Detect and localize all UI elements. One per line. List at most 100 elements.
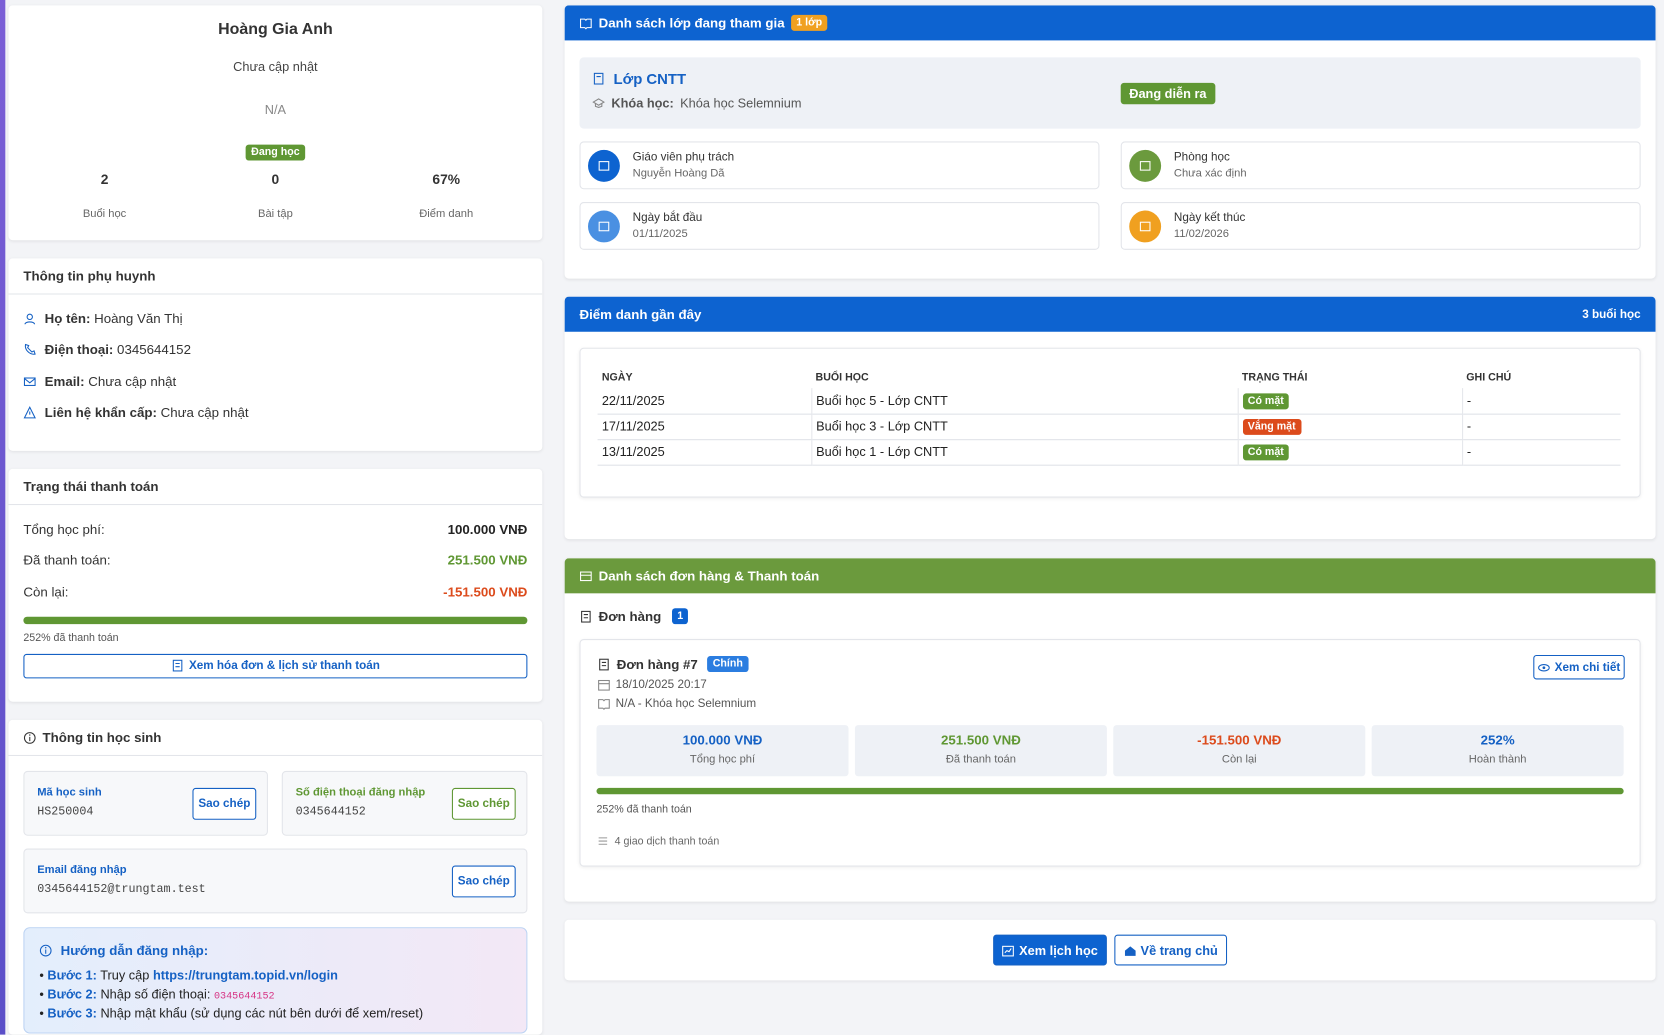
- payment-rows: Tổng học phí: 100.000 VNĐ Đã thanh toán: 25…: [9, 505, 543, 608]
- guide-step: • Bước 3: Nhập mật khẩu (sử dụng các nút…: [39, 1005, 424, 1021]
- field-value: 0345644152: [295, 805, 366, 819]
- attendance-table: NGÀY BUỔI HỌC TRẠNG THÁI GHI CHÚ 22/11/2025…: [597, 372, 1621, 466]
- row-value: -151.500 VNĐ: [443, 584, 528, 600]
- info-box: Giáo viên phụ trách Nguyễn Hoàng Dã: [579, 141, 1100, 190]
- stat: 2 Buổi học: [19, 171, 190, 220]
- card-title: Điểm danh gần đây: [579, 306, 702, 322]
- class-box: Lớp CNTT Khóa học: Khóa học Selemnium Đan…: [579, 57, 1641, 129]
- order-stats: 100.000 VNĐ Tổng học phí 251.500 VNĐ Đã tha…: [596, 725, 1624, 777]
- note: Chưa cập nhật: [233, 59, 318, 75]
- guide-steps: • Bước 1: Truy cập https://trungtam.topi…: [39, 967, 511, 1024]
- invoice-button[interactable]: Xem hóa đơn & lịch sử thanh toán: [23, 653, 528, 678]
- icon: [1124, 945, 1136, 956]
- table-box: NGÀY BUỔI HỌC TRẠNG THÁI GHI CHÚ 22/11/2025…: [579, 347, 1641, 498]
- table-cell: -: [1461, 413, 1621, 440]
- column-header: BUỔI HỌC: [815, 372, 869, 384]
- item-label: Họ tên:: [44, 311, 91, 327]
- cell-text: -: [1466, 393, 1472, 409]
- student-card: Thông tin học sinh Mã học sinh HS250004 Sa…: [8, 719, 543, 1035]
- table-row: 13/11/2025 Buổi học 1 - Lớp CNTT Có mặt -: [597, 439, 1621, 466]
- table-cell: Có mặt: [1237, 439, 1463, 466]
- info-value: Chưa xác định: [1173, 166, 1247, 180]
- order-date: 18/10/2025 20:17: [615, 678, 707, 692]
- card-header: Điểm danh gần đây 3 buổi học: [564, 296, 1656, 332]
- icon-circle: [1129, 149, 1162, 182]
- info-label: Ngày kết thúc: [1173, 211, 1246, 225]
- copy-button[interactable]: Sao chép: [451, 865, 516, 898]
- copy-button[interactable]: Sao chép: [451, 787, 516, 820]
- card-header: Trạng thái thanh toán: [8, 469, 543, 506]
- cell-text: Buổi học 1 - Lớp CNTT: [816, 444, 948, 460]
- field-box: Mã học sinh HS250004 Sao chép: [23, 770, 268, 836]
- item-value: Hoàng Văn Thị: [94, 311, 183, 327]
- item-label: Email:: [44, 374, 85, 389]
- payment-card: Trạng thái thanh toán Tổng học phí: 100.0…: [8, 468, 543, 702]
- button-label: Xem hóa đơn & lịch sử thanh toán: [188, 659, 380, 673]
- row-value: 251.500 VNĐ: [447, 553, 528, 569]
- orders-subtitle: Đơn hàng 1: [579, 608, 689, 625]
- icon: [23, 406, 36, 419]
- icon: [1139, 221, 1151, 232]
- table-cell: Buổi học 1 - Lớp CNTT: [810, 439, 1238, 466]
- button-label: Xem chi tiết: [1554, 660, 1621, 674]
- cell-text: -: [1466, 444, 1472, 460]
- row-label: Đã thanh toán:: [23, 553, 111, 569]
- item-value: 0345644152: [117, 342, 191, 358]
- item-label: Liên hệ khẩn cấp:: [44, 405, 157, 421]
- stat-value: 251.500 VNĐ: [940, 732, 1021, 748]
- transactions: 4 giao dịch thanh toán: [614, 835, 720, 847]
- progress-bar: [596, 787, 1624, 795]
- order-date-row: 18/10/2025 20:17: [598, 678, 707, 691]
- stat-value: 100.000 VNĐ: [682, 732, 763, 748]
- table-cell: 22/11/2025: [597, 388, 812, 415]
- item-text: Liên hệ khẩn cấp: Chưa cập nhật: [45, 405, 249, 420]
- icon: [172, 659, 183, 672]
- order-course-row: N/A - Khóa học Selemnium: [598, 698, 756, 710]
- row-label: Còn lại:: [23, 584, 69, 600]
- card-header: Thông tin phụ huynh: [8, 258, 543, 295]
- cell-text: 17/11/2025: [601, 418, 665, 434]
- cell-text: -: [1466, 418, 1472, 434]
- copy-button[interactable]: Sao chép: [192, 787, 257, 820]
- button-label: Sao chép: [457, 875, 510, 888]
- info-value: Nguyễn Hoàng Dã: [632, 166, 725, 180]
- field-value: 0345644152@trungtam.test: [37, 883, 206, 897]
- stat-value: 0: [271, 171, 280, 188]
- icon-circle: [1129, 210, 1162, 243]
- icon: [580, 570, 592, 581]
- stat-value: 252%: [1480, 732, 1515, 748]
- detail-button[interactable]: Xem chi tiết: [1533, 654, 1625, 680]
- field-box: Email đăng nhập 0345644152@trungtam.test S…: [23, 848, 528, 914]
- icon: [598, 837, 608, 845]
- progress-bar: [23, 616, 528, 624]
- button-label: Sao chép: [198, 797, 251, 811]
- card-title: Thông tin học sinh: [42, 729, 162, 745]
- icon: [592, 98, 605, 108]
- stats: 2 Buổi học 0 Bài tập 67% Điểm danh: [19, 171, 532, 220]
- order-box: Đơn hàng #7 Chính 18/10/2025 20:17 N/A -…: [579, 639, 1641, 867]
- item-text: Họ tên: Hoàng Văn Thị: [45, 311, 183, 326]
- order-title: Đơn hàng #7: [616, 656, 698, 672]
- icon: [581, 610, 591, 623]
- stat: 0 Bài tập: [190, 171, 361, 220]
- icon-circle: [588, 149, 620, 182]
- card-title: Danh sách lớp đang tham gia: [598, 15, 785, 31]
- table-cell: Buổi học 3 - Lớp CNTT: [810, 413, 1238, 440]
- payment-row: Tổng học phí: 100.000 VNĐ: [23, 514, 527, 545]
- stat-value: -151.500 VNĐ: [1197, 732, 1282, 748]
- schedule-button[interactable]: Xem lịch học: [993, 934, 1107, 966]
- field-label: Email đăng nhập: [37, 863, 127, 877]
- icon: [598, 679, 610, 691]
- table-cell: 17/11/2025: [597, 413, 812, 440]
- login-guide: Hướng dẫn đăng nhập: • Bước 1: Truy cập …: [23, 927, 528, 1034]
- code: N/A: [264, 102, 287, 117]
- column-header: TRẠNG THÁI: [1241, 372, 1308, 384]
- footer-card: Xem lịch học Về trang chủ: [564, 919, 1656, 981]
- progress-label: 252% đã thanh toán: [23, 632, 119, 644]
- home-button[interactable]: Về trang chủ: [1114, 934, 1228, 966]
- item-text: Điện thoại: 0345644152: [45, 343, 191, 358]
- info-value: 01/11/2025: [632, 227, 688, 241]
- step-text: Nhập mật khẩu (sử dụng các nút bên dưới …: [100, 1005, 424, 1021]
- parent-item: Liên hệ khẩn cấp: Chưa cập nhật: [23, 397, 527, 428]
